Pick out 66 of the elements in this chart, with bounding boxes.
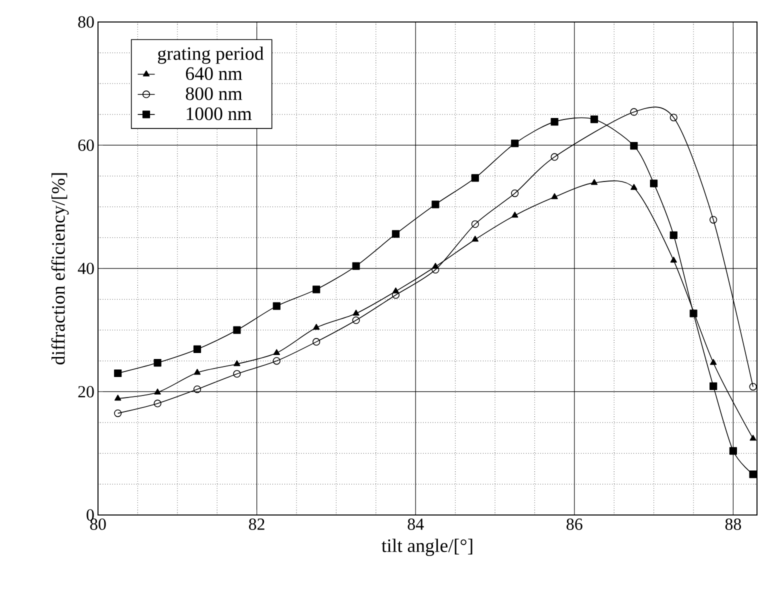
point (590, 116, 598, 124)
point (710, 382, 718, 390)
legend-label: 1000 nm (186, 107, 252, 120)
x-axis-title: tilt angle/[°] (382, 538, 472, 556)
point (710, 358, 717, 365)
point (234, 360, 240, 366)
point (471, 174, 479, 182)
point (313, 324, 320, 330)
point (550, 153, 558, 161)
point (193, 345, 202, 354)
point (312, 286, 320, 294)
point (650, 180, 658, 188)
point (749, 383, 757, 391)
point (550, 118, 558, 126)
x-tick-label: 80 (90, 518, 106, 530)
point (670, 231, 678, 240)
point (114, 369, 122, 378)
point (352, 310, 360, 316)
point (630, 142, 638, 150)
point (154, 388, 161, 394)
legend-title: grating period (158, 46, 264, 64)
point (272, 357, 280, 365)
point (432, 200, 440, 208)
point (114, 410, 122, 418)
x-tick-label: 84 (408, 518, 424, 530)
x-tick-label: 86 (566, 518, 582, 530)
point (511, 140, 519, 148)
point (352, 262, 360, 270)
point (750, 434, 756, 441)
point (670, 256, 677, 263)
point (590, 179, 598, 185)
x-tick-label: 88 (725, 518, 742, 530)
point (194, 368, 201, 375)
y-tick-label: 40 (78, 262, 94, 274)
point (432, 266, 440, 274)
point (272, 302, 280, 310)
point (729, 447, 737, 455)
point (749, 470, 757, 478)
point (273, 349, 280, 356)
point (630, 184, 638, 190)
point (233, 370, 241, 378)
point (154, 400, 162, 408)
point (352, 316, 360, 324)
point (690, 310, 698, 318)
point (471, 220, 479, 228)
y-axis-title: diffraction efficiency/[%] (51, 173, 69, 364)
y-tick-label: 80 (78, 16, 94, 28)
point (154, 358, 162, 367)
point (512, 212, 518, 218)
point (630, 108, 638, 116)
point (193, 385, 202, 394)
point (114, 394, 122, 401)
point (392, 230, 400, 238)
point (670, 114, 678, 122)
point (233, 326, 241, 334)
point (511, 190, 519, 198)
point (551, 193, 558, 200)
y-tick-label: 20 (78, 386, 94, 398)
y-tick-label: 0 (86, 509, 94, 521)
legend-label: 800 nm (186, 87, 242, 100)
point (710, 216, 718, 224)
x-tick-label: 82 (248, 518, 264, 530)
legend-label: 640 nm (186, 67, 242, 80)
y-tick-label: 60 (78, 140, 94, 151)
point (312, 338, 320, 346)
point (472, 236, 478, 242)
